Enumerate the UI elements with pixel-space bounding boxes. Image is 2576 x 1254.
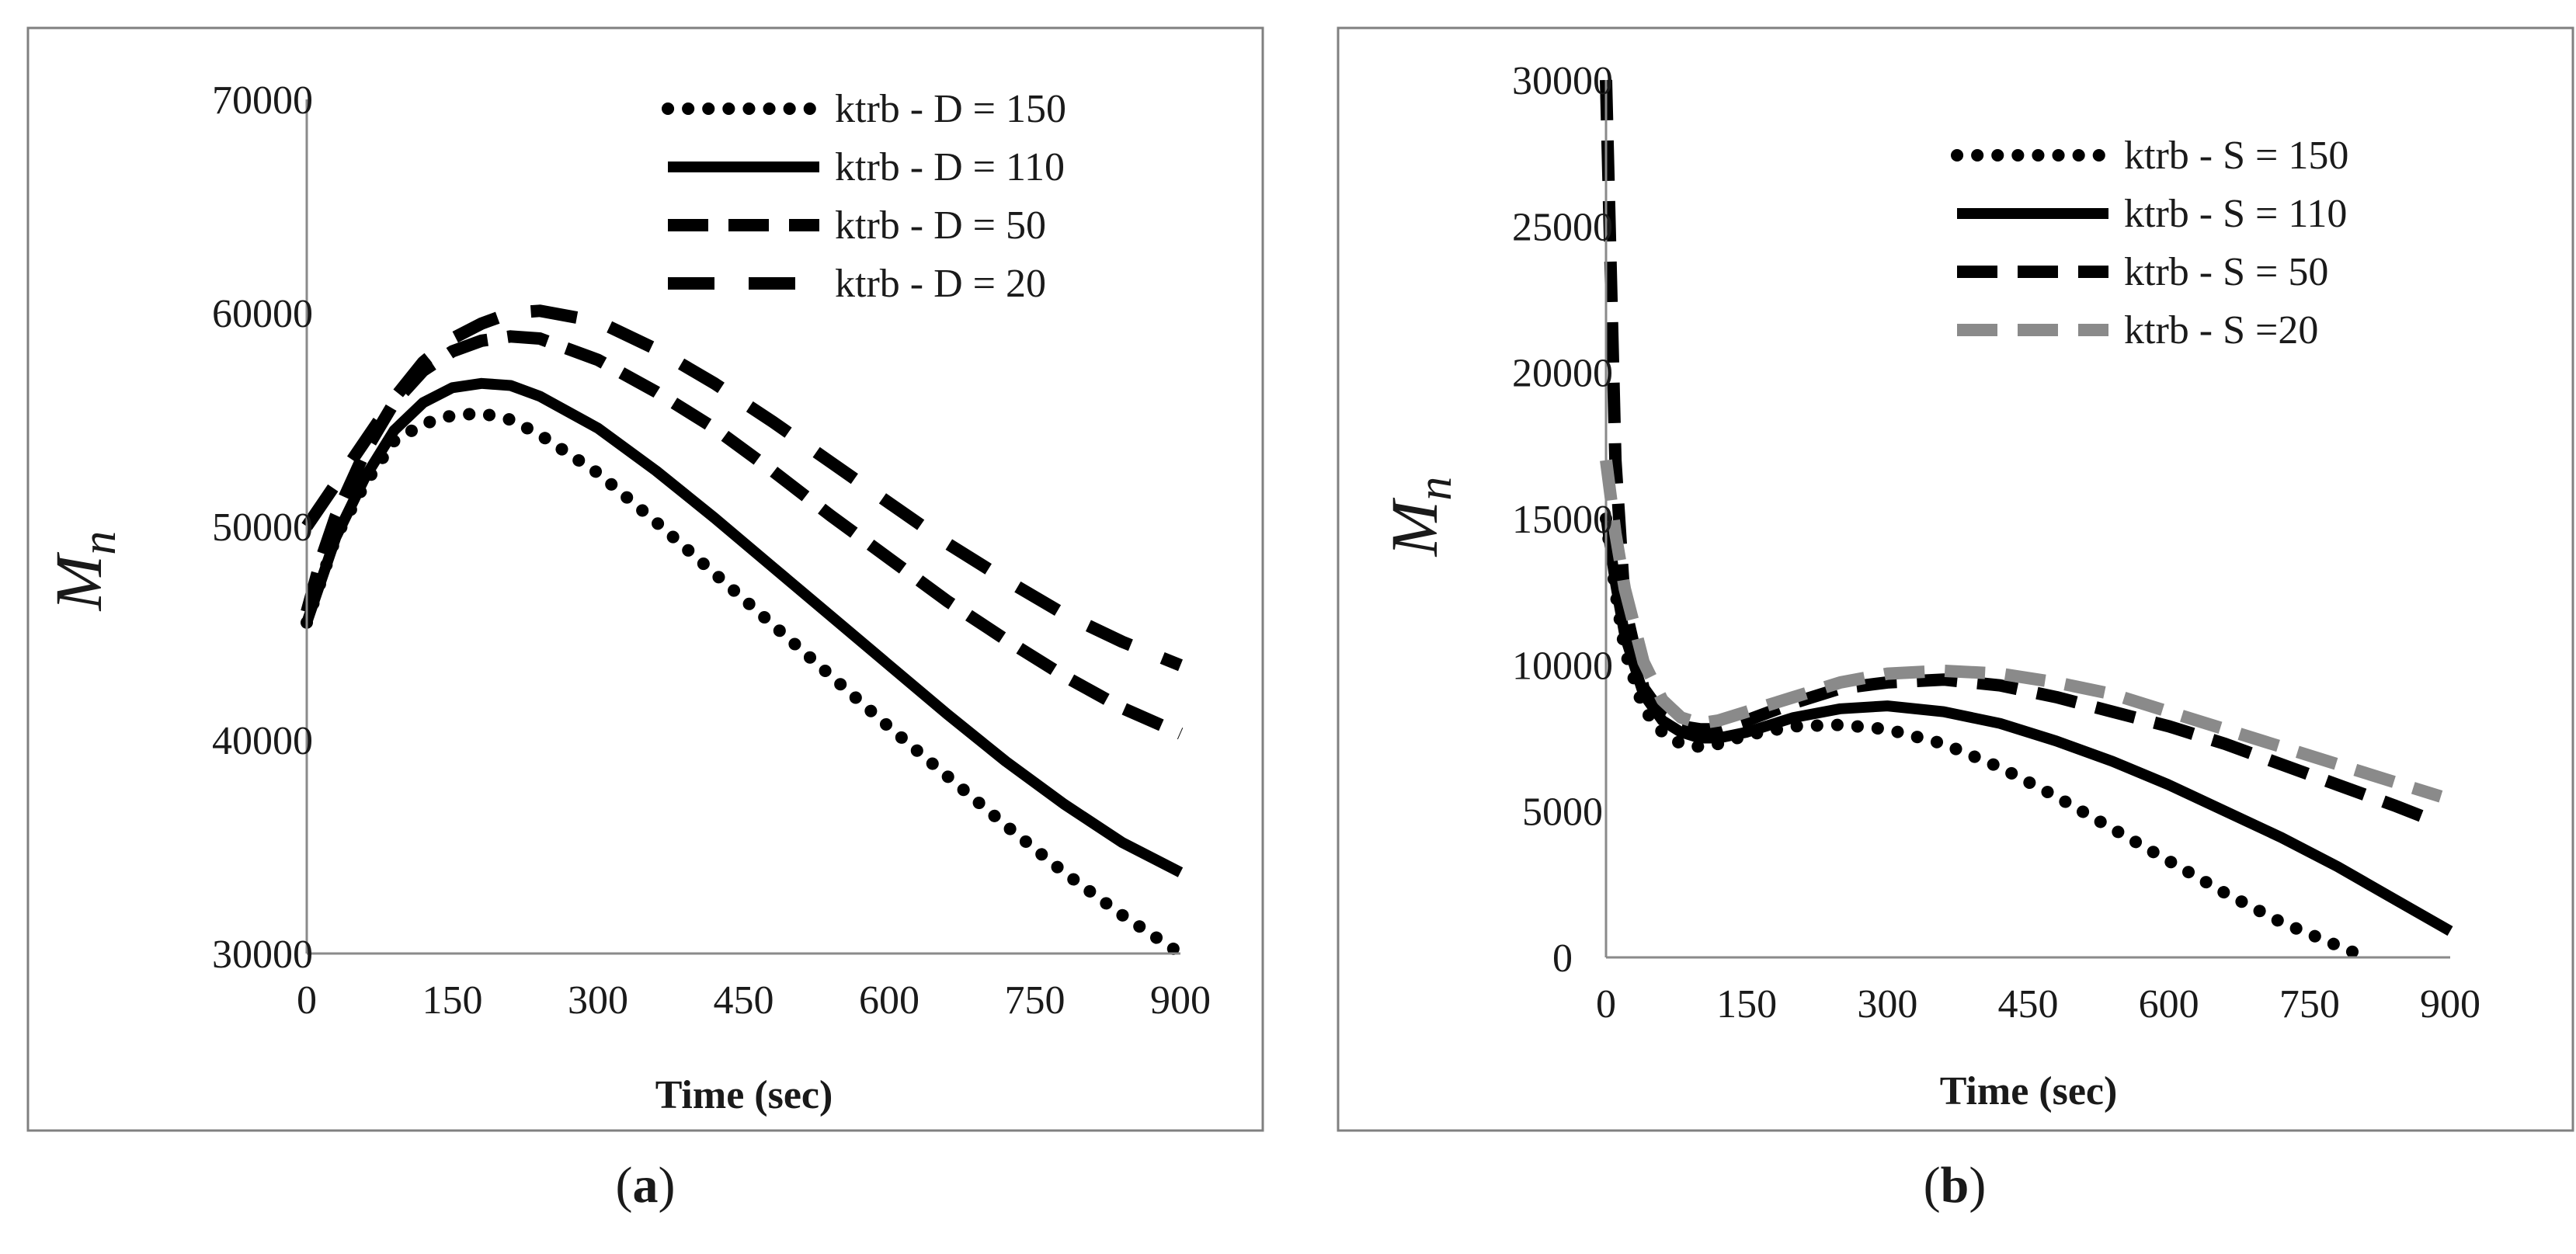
panel-b-series-1-line [1600,512,2373,964]
panel-b-y-tick-25000: 25000 [1512,205,1613,249]
panel-a-legend-label-2: ktrb - D = 110 [835,145,1065,189]
panel-b-x-axis-label: Time (sec) [1940,1069,2118,1113]
panel-b-y-tick-0: 0 [1552,936,1573,981]
panel-b-x-tick-labels: 0 150 300 450 600 750 900 [1596,982,2480,1026]
panel-b-series-group [1600,79,2453,964]
panel-a-legend-label-1: ktrb - D = 150 [835,87,1066,131]
panel-b-y-axis-label: Mn [1377,477,1462,558]
panel-b-x-tick-600: 600 [2139,982,2199,1026]
panel-a-x-tick-750: 750 [1005,978,1066,1023]
panel-a-y-tick-70000: 70000 [212,78,313,123]
panel-b-border [1337,26,2574,1132]
panel-a-legend-label-4: ktrb - D = 20 [835,262,1046,306]
panel-b-y-tick-labels: 0 5000 10000 15000 20000 25000 30000 [1512,59,1613,981]
panel-b-y-tick-30000: 30000 [1512,59,1613,103]
panel-a-series-2-line [301,377,1184,877]
panel-a-x-axis-label: Time (sec) [655,1073,833,1117]
panel-a-y-tick-labels: 30000 40000 50000 60000 70000 [212,78,313,977]
panel-a-x-tick-labels: 0 150 300 450 600 750 900 [297,978,1211,1023]
panel-a-y-tick-60000: 60000 [212,292,313,336]
panel-b-y-tick-20000: 20000 [1512,352,1613,396]
panel-b-x-tick-300: 300 [1857,982,1917,1026]
chart-panel-b: 0 5000 10000 15000 20000 25000 30000 0 150 300 45… [1337,26,2574,1132]
panel-b-legend-label-2: ktrb - S = 110 [2124,192,2347,236]
panel-b-legend: ktrb - S = 150 ktrb - S = 110 ktrb - S = 5… [1951,134,2348,353]
panel-b-series-4-line [1600,459,2443,803]
panel-a-y-tick-30000: 30000 [212,933,313,977]
panel-a-y-axis-label: Mn [41,531,126,613]
panel-b-y-axis-label-main: M [1377,497,1451,558]
panel-a-legend-label-3: ktrb - D = 50 [835,203,1046,248]
panel-b-y-tick-10000: 10000 [1512,644,1613,688]
panel-a-x-tick-150: 150 [422,978,483,1023]
panel-b-y-tick-5000: 5000 [1522,790,1603,835]
panel-a-legend: ktrb - D = 150 ktrb - D = 110 ktrb - D = 5… [662,87,1066,306]
panel-b-legend-label-3: ktrb - S = 50 [2124,250,2328,294]
panel-b-legend-label-1: ktrb - S = 150 [2124,134,2348,178]
panel-b-x-tick-0: 0 [1596,982,1616,1026]
panel-a-x-tick-450: 450 [714,978,774,1023]
panel-b-x-tick-750: 750 [2279,982,2340,1026]
panel-a-x-tick-600: 600 [859,978,920,1023]
panel-a-x-tick-900: 900 [1150,978,1211,1023]
panel-b-y-axis-label-subscript: n [1409,477,1462,501]
chart-panel-a: 30000 40000 50000 60000 70000 0 150 300 450 600 7… [26,26,1264,1132]
caption-a: (a) [616,1157,676,1214]
caption-b-letter: b [1941,1157,1969,1214]
panel-b-x-tick-150: 150 [1716,982,1777,1026]
panel-b-y-tick-15000: 15000 [1512,498,1613,542]
panel-b-x-tick-900: 900 [2420,982,2480,1026]
panel-b-x-tick-450: 450 [1998,982,2059,1026]
panel-b-legend-label-4: ktrb - S =20 [2124,308,2318,353]
panel-a-y-tick-40000: 40000 [212,719,313,763]
panel-a-border [26,26,1264,1132]
panel-a-y-axis-label-main: M [41,551,116,612]
panel-b-series-3-line [1600,79,2434,826]
panel-a-x-tick-0: 0 [297,978,317,1023]
panel-a-x-tick-300: 300 [568,978,628,1023]
caption-a-letter: a [633,1157,659,1214]
panel-a-y-axis-label-subscript: n [73,531,126,555]
caption-b: (b) [1924,1157,1987,1214]
panel-a-series-group [301,304,1187,960]
panel-a-series-4-line [301,304,1183,672]
panel-a-y-tick-50000: 50000 [212,505,313,550]
